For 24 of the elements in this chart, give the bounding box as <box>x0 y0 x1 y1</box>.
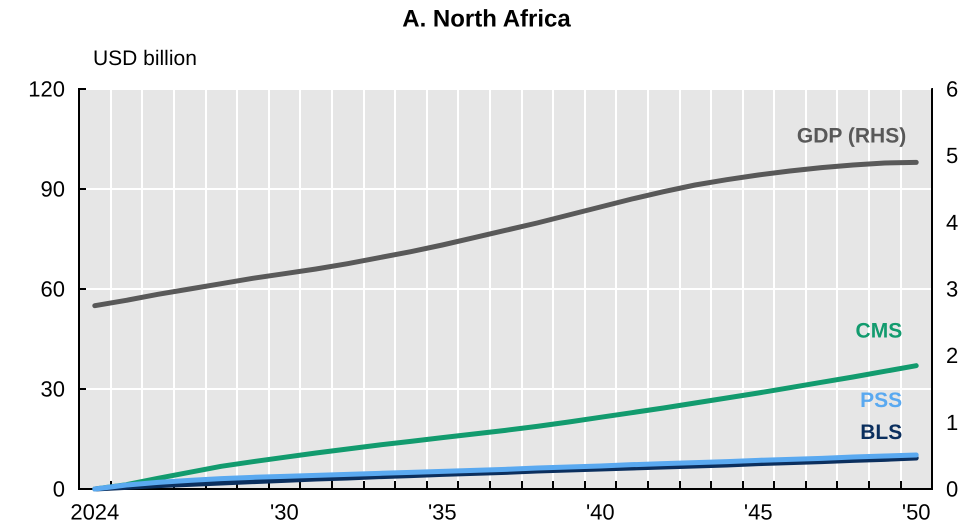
x-tick-label: '40 <box>586 500 615 524</box>
y2-tick-label: 4 <box>946 210 958 235</box>
y-tick-label: 30 <box>40 376 65 402</box>
y-tick-label: 0 <box>52 476 65 502</box>
series-label: GDP (RHS) <box>796 124 906 148</box>
y2-tick-label: 1 <box>946 410 958 435</box>
y2-tick-label: 5 <box>946 143 958 168</box>
series-label: BLS <box>860 421 902 444</box>
y-axis-title: USD billion <box>93 47 197 70</box>
chart-title: A. North Africa <box>402 6 572 32</box>
x-tick-label: '45 <box>744 500 773 524</box>
y2-tick-label: 0 <box>946 476 958 502</box>
series-label: CMS <box>856 320 902 343</box>
y2-tick-label: 3 <box>946 276 958 302</box>
y2-tick-label: 6 <box>946 76 958 102</box>
x-tick-label: '35 <box>428 500 457 524</box>
text: PSS <box>860 389 902 412</box>
x-tick-label: '30 <box>270 500 299 524</box>
y-tick-label: 60 <box>40 276 65 302</box>
x-tick-label: '50 <box>902 500 931 524</box>
x-tick-label: 2024 <box>70 500 120 524</box>
y-tick-label: 90 <box>40 176 65 202</box>
y2-tick-label: 2 <box>946 343 958 368</box>
y-tick-label: 120 <box>28 76 65 102</box>
